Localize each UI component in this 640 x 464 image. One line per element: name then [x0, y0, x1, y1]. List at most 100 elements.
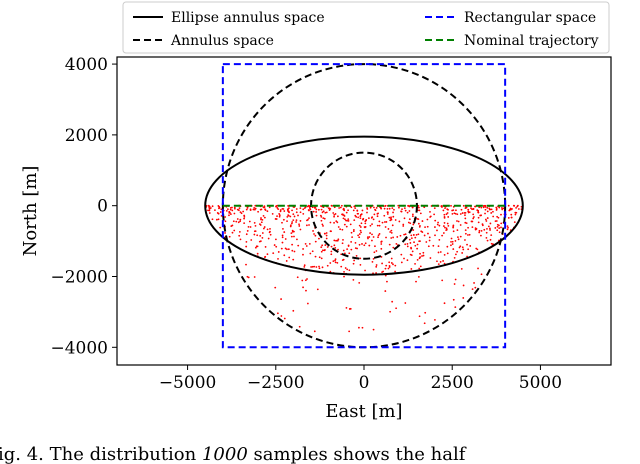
sample-point [280, 298, 282, 300]
sample-point [325, 232, 328, 234]
sample-point [253, 230, 256, 233]
sample-point [384, 290, 387, 292]
sample-point [381, 221, 384, 224]
sample-point [375, 264, 378, 266]
sample-point [450, 237, 453, 240]
sample-point [281, 221, 283, 224]
sample-point [483, 228, 486, 231]
sample-point [496, 225, 499, 228]
sample-point [324, 244, 327, 246]
sample-point [459, 235, 462, 238]
sample-point [461, 252, 464, 254]
sample-point [287, 208, 289, 211]
sample-point [266, 253, 269, 256]
sample-point [457, 220, 460, 223]
sample-point [359, 226, 362, 228]
sample-point [403, 233, 406, 236]
sample-point [421, 231, 424, 233]
sample-point [441, 234, 444, 237]
sample-point [470, 220, 473, 223]
sample-point [315, 211, 318, 213]
sample-point [464, 207, 467, 210]
sample-point [247, 225, 250, 228]
sample-point [280, 315, 283, 317]
sample-point [489, 222, 492, 225]
sample-point [387, 267, 390, 270]
sample-point [417, 204, 420, 207]
sample-point [373, 213, 376, 216]
sample-point [229, 213, 232, 216]
sample-point [364, 242, 367, 245]
sample-point [423, 234, 426, 237]
sample-point [490, 208, 493, 211]
sample-point [489, 238, 492, 241]
sample-point [218, 207, 220, 210]
sample-point [366, 211, 368, 214]
sample-point [314, 240, 317, 243]
sample-point [411, 213, 414, 216]
sample-point [413, 241, 415, 244]
sample-point [467, 210, 470, 213]
sample-point [472, 213, 475, 216]
sample-point [275, 238, 277, 241]
sample-point [434, 219, 437, 222]
sample-point [427, 232, 429, 235]
sample-point [358, 224, 361, 227]
sample-point [323, 232, 326, 235]
sample-point [480, 214, 483, 217]
figure-caption: ig. 4. The distribution 1000 samples sho… [0, 444, 467, 464]
sample-point [398, 220, 401, 223]
sample-point [344, 267, 347, 269]
sample-point [326, 246, 329, 248]
sample-point [264, 255, 267, 258]
sample-point [418, 206, 420, 209]
sample-point [391, 300, 394, 303]
sample-point [268, 206, 271, 209]
sample-point [297, 244, 300, 247]
sample-point [357, 216, 360, 219]
sample-point [323, 249, 326, 252]
sample-point [501, 208, 504, 211]
sample-point [403, 217, 406, 220]
sample-point [495, 220, 498, 222]
sample-point [297, 214, 299, 217]
sample-point [450, 204, 452, 207]
sample-point [278, 214, 281, 217]
sample-point [481, 223, 484, 226]
sample-point [276, 312, 279, 315]
sample-point [437, 221, 439, 224]
sample-point [256, 245, 259, 248]
sample-point [322, 206, 325, 209]
sample-point [403, 207, 406, 210]
sample-point [510, 216, 513, 219]
sample-point [428, 239, 431, 242]
sample-point [476, 209, 479, 212]
sample-point [474, 286, 477, 289]
sample-point [390, 262, 393, 264]
sample-point [243, 214, 246, 217]
sample-point [418, 257, 421, 260]
sample-point [290, 232, 293, 235]
sample-point [443, 213, 446, 216]
sample-point [336, 262, 339, 264]
sample-point [363, 244, 366, 247]
sample-point [318, 256, 321, 259]
y-tick-label: 0 [97, 197, 108, 217]
sample-point [480, 206, 483, 209]
sample-point [361, 209, 364, 212]
sample-point [302, 212, 305, 215]
sample-point [358, 243, 361, 246]
sample-point [378, 233, 381, 235]
sample-point [359, 213, 362, 216]
sample-point [377, 234, 380, 237]
sample-point [471, 288, 474, 291]
sample-point [283, 210, 286, 212]
legend: Ellipse annulus space Annulus space Rect… [122, 1, 610, 54]
sample-point [323, 217, 326, 220]
sample-point [336, 239, 338, 242]
sample-point [506, 228, 509, 231]
sample-point [443, 253, 446, 256]
sample-point [443, 302, 446, 305]
sample-point [455, 209, 457, 212]
sample-point [416, 247, 419, 250]
